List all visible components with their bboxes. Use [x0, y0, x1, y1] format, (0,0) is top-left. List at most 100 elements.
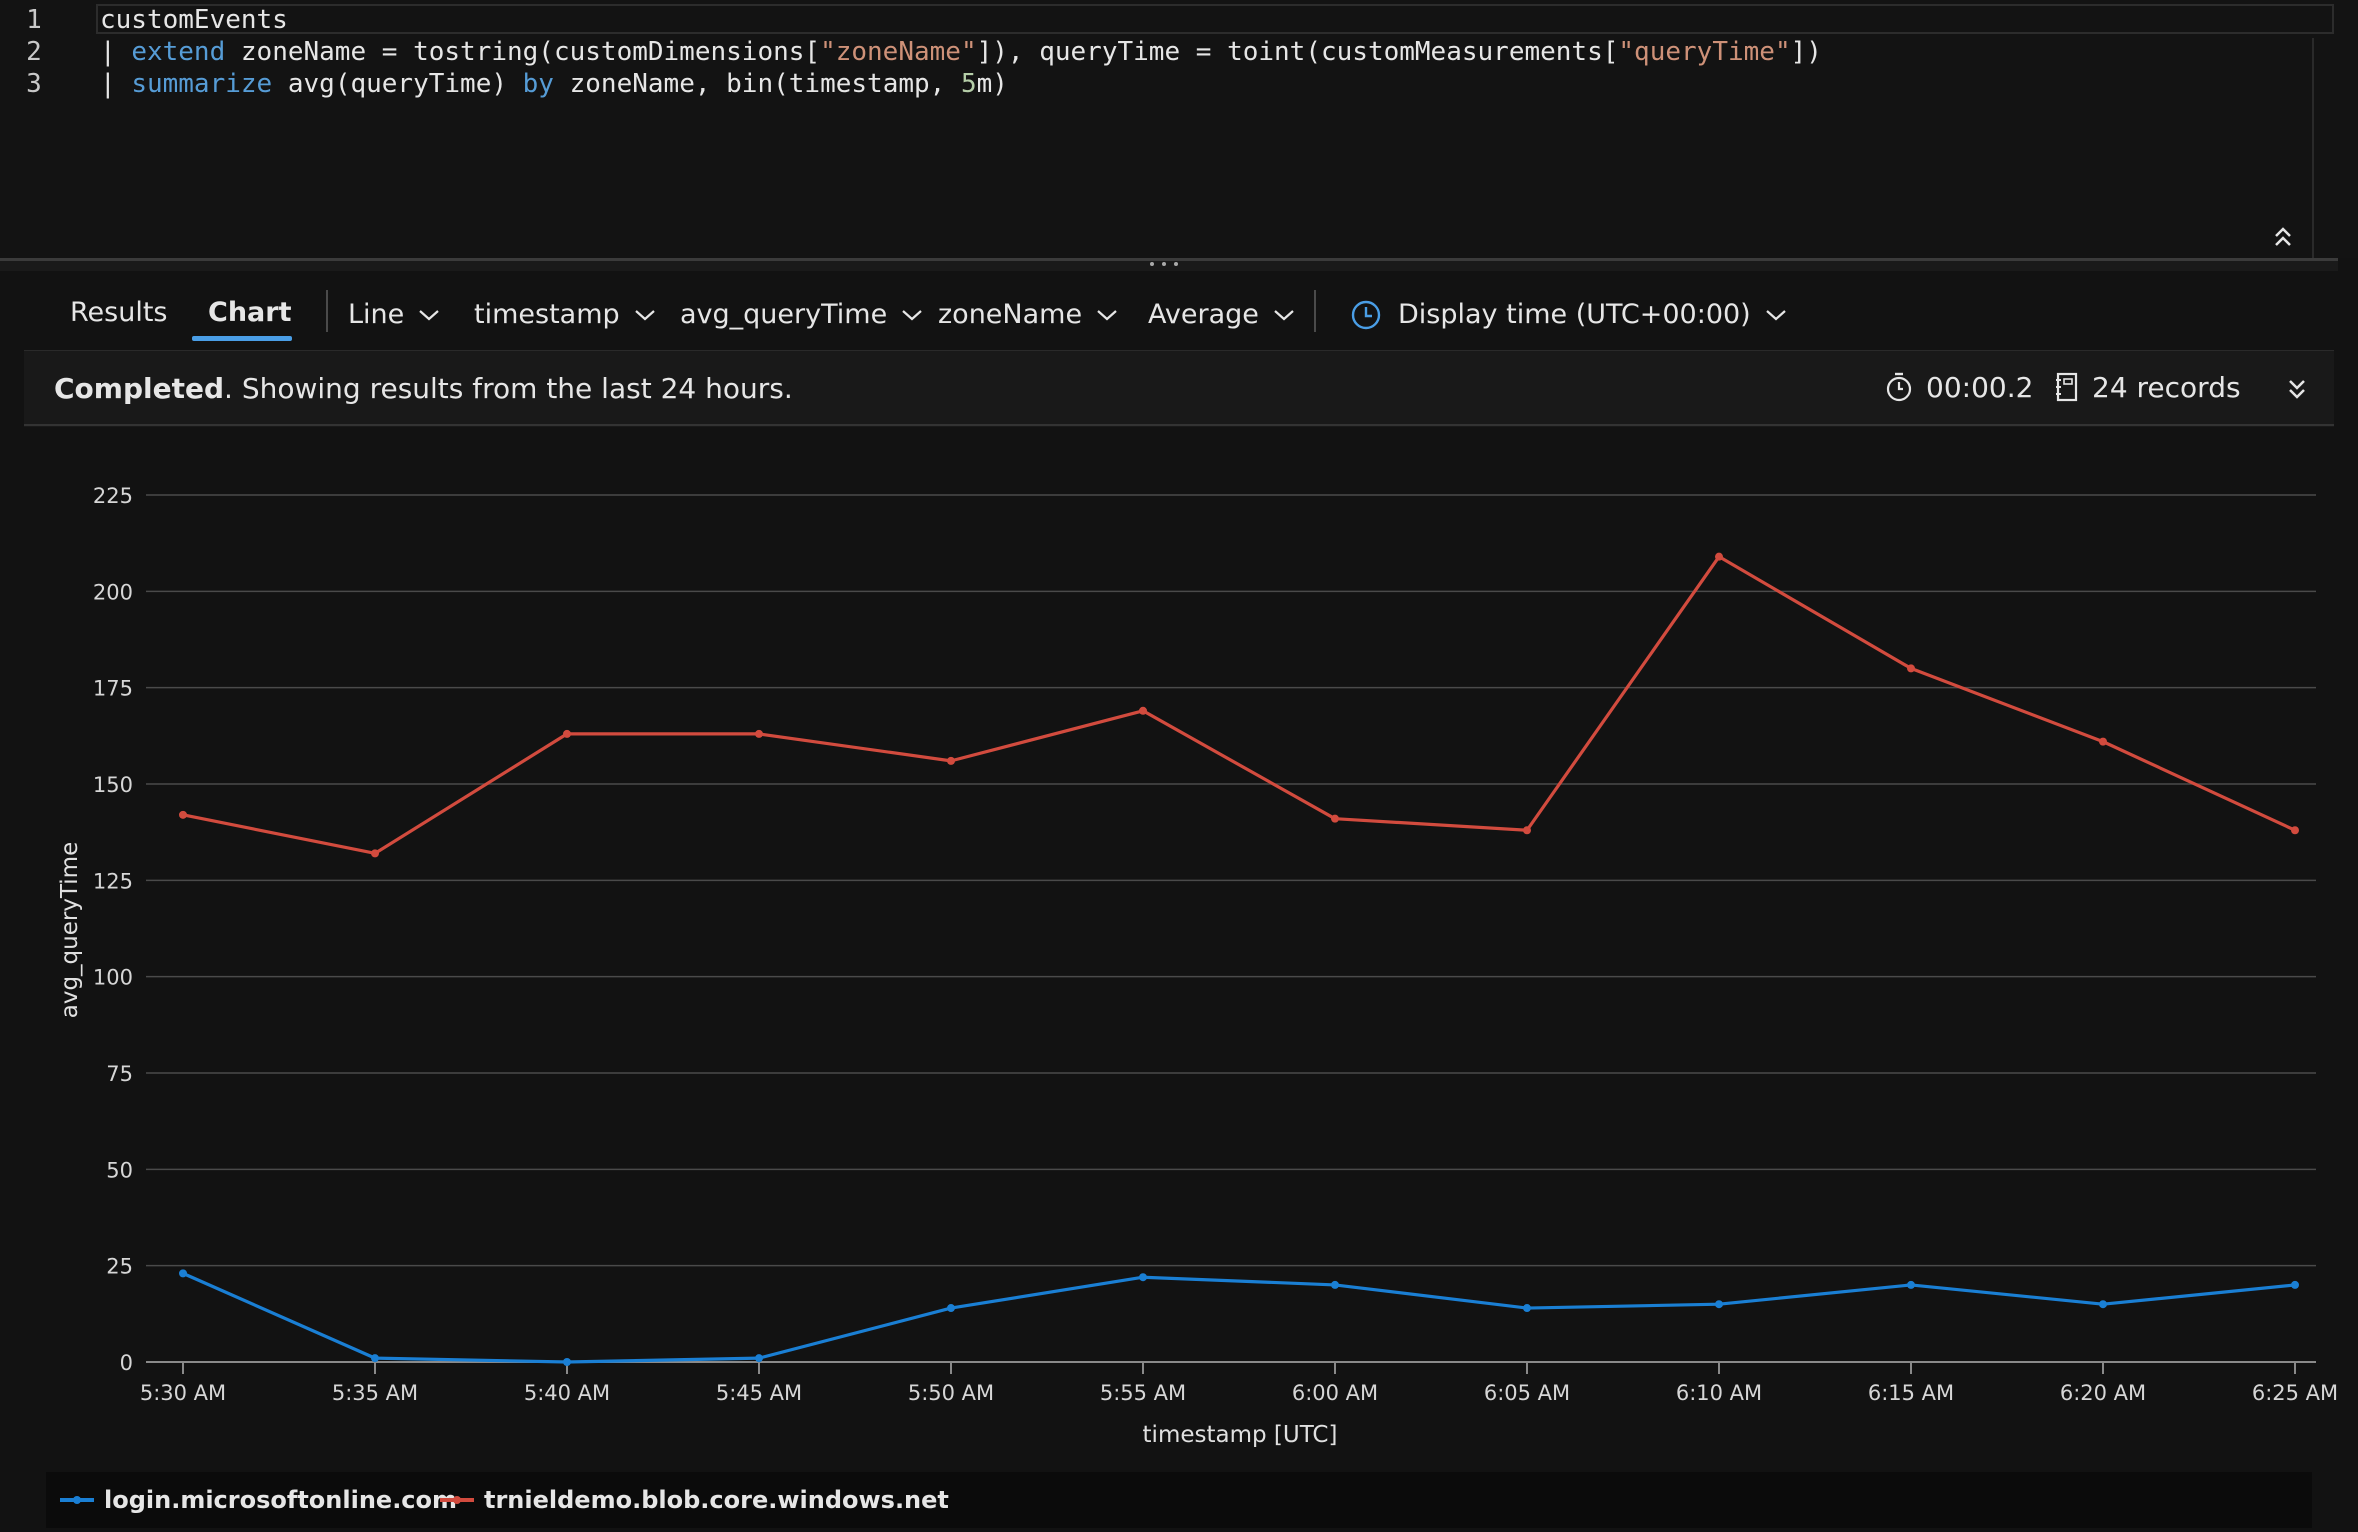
data-point[interactable] — [2099, 1300, 2107, 1309]
data-point[interactable] — [947, 756, 955, 765]
x-tick-label: 5:35 AM — [332, 1381, 418, 1405]
clock-icon — [1351, 300, 1381, 330]
x-tick-label: 6:25 AM — [2252, 1381, 2338, 1405]
y-tick-label: 150 — [93, 773, 133, 797]
x-tick-label: 5:30 AM — [140, 1381, 226, 1405]
code-token: "zoneName" — [820, 37, 977, 67]
aggregation-dropdown[interactable]: Average — [1148, 296, 1295, 334]
x-axis-ticks: 5:30 AM 5:35 AM 5:40 AM 5:45 AM 5:50 AM 5:55 … — [140, 1362, 2338, 1405]
query-status-bar: Completed. Showing results from the last… — [24, 350, 2334, 427]
data-point[interactable] — [1523, 826, 1531, 835]
data-point[interactable] — [2291, 826, 2299, 835]
chart-series[interactable] — [179, 552, 2299, 1366]
y-tick-label: 50 — [106, 1158, 133, 1182]
status-divider — [24, 424, 2334, 426]
data-point[interactable] — [371, 1354, 379, 1363]
chart-type-dropdown[interactable]: Line — [348, 296, 440, 334]
tab-results[interactable]: Results — [70, 297, 168, 328]
y-tick-label: 175 — [93, 677, 133, 701]
chevron-down-icon — [1274, 310, 1294, 321]
double-chevron-down-icon — [2289, 380, 2305, 399]
x-tick-label: 6:05 AM — [1484, 1381, 1570, 1405]
active-tab-indicator — [192, 336, 292, 341]
code-token: by — [522, 69, 554, 99]
data-point[interactable] — [1331, 814, 1339, 823]
pane-splitter[interactable] — [0, 258, 2338, 271]
chart-gridlines — [146, 494, 2316, 1363]
chart-legend: login.microsoftonline.com trnieldemo.blo… — [46, 1472, 2312, 1528]
data-point[interactable] — [1139, 706, 1147, 715]
legend-item[interactable]: login.microsoftonline.com — [60, 1484, 457, 1516]
data-point[interactable] — [2099, 737, 2107, 746]
y-tick-label: 200 — [93, 580, 133, 604]
x-tick-label: 6:10 AM — [1676, 1381, 1762, 1405]
query-duration: 00:00.2 — [1884, 367, 2033, 407]
query-editor[interactable]: 1 customEvents 2 | extend zoneName = tostri… — [0, 0, 2358, 258]
line-number: 1 — [26, 5, 42, 35]
data-point[interactable] — [1139, 1273, 1147, 1282]
legend-label: trnieldemo.blob.core.windows.net — [484, 1486, 949, 1514]
code-text[interactable]: customEvents — [100, 4, 288, 36]
y-tick-label: 0 — [120, 1351, 133, 1375]
line-number: 3 — [26, 69, 42, 99]
series-0[interactable] — [179, 1269, 2299, 1366]
stopwatch-icon — [1886, 372, 1912, 402]
data-point[interactable] — [2291, 1280, 2299, 1289]
legend-item[interactable]: trnieldemo.blob.core.windows.net — [440, 1484, 949, 1516]
data-point[interactable] — [1907, 664, 1915, 673]
code-token: zoneName, bin(timestamp, — [553, 69, 961, 99]
splitter-grip-icon[interactable] — [1150, 262, 1178, 266]
editor-scrollbar[interactable] — [2312, 38, 2314, 258]
data-point[interactable] — [1331, 1280, 1339, 1289]
record-count: 24 records — [2054, 367, 2241, 407]
data-point[interactable] — [1715, 552, 1723, 561]
y-tick-label: 225 — [93, 484, 133, 508]
data-point[interactable] — [179, 810, 187, 819]
status-completed: Completed — [54, 372, 225, 405]
data-point[interactable] — [1523, 1304, 1531, 1313]
series-line[interactable] — [182, 555, 2296, 855]
series-1[interactable] — [179, 552, 2299, 858]
x-axis-dropdown[interactable]: timestamp — [474, 296, 656, 334]
data-point[interactable] — [755, 1354, 763, 1363]
data-point[interactable] — [1715, 1300, 1723, 1309]
data-point[interactable] — [563, 1358, 571, 1366]
split-by-value: zoneName — [938, 299, 1083, 330]
legend-label: login.microsoftonline.com — [104, 1486, 458, 1514]
results-toolbar: Results Chart Line timestamp avg_queryTi… — [24, 270, 2334, 346]
series-line[interactable] — [182, 1271, 2296, 1364]
status-message: Completed. Showing results from the last… — [54, 371, 793, 407]
y-tick-label: 100 — [93, 966, 133, 990]
y-tick-label: 125 — [93, 869, 133, 893]
x-tick-label: 5:55 AM — [1100, 1381, 1186, 1405]
code-token: extend — [131, 37, 226, 67]
data-point[interactable] — [563, 729, 571, 738]
y-axis-dropdown[interactable]: avg_queryTime — [680, 296, 923, 334]
x-axis-value: timestamp — [474, 299, 620, 330]
code-text[interactable]: | extend zoneName = tostring(customDimen… — [100, 36, 1822, 68]
code-token: | — [100, 69, 132, 99]
x-axis-title: timestamp [UTC] — [1143, 1422, 1338, 1448]
display-time-dropdown[interactable]: Display time (UTC+00:00) — [1350, 296, 1787, 334]
y-tick-label: 75 — [106, 1062, 133, 1086]
chart-type-value: Line — [348, 299, 405, 330]
split-by-dropdown[interactable]: zoneName — [938, 296, 1118, 334]
data-point[interactable] — [179, 1269, 187, 1278]
expand-details-button[interactable] — [2280, 373, 2314, 405]
data-point[interactable] — [755, 729, 763, 738]
data-point[interactable] — [947, 1304, 955, 1313]
line-chart[interactable]: 0 25 50 75 100 125 150 175 200 225 5:30 AM 5:35 AM… — [0, 426, 2358, 1466]
query-duration-value: 00:00.2 — [1926, 370, 2034, 404]
data-point[interactable] — [1907, 1280, 1915, 1289]
x-tick-label: 6:00 AM — [1292, 1381, 1378, 1405]
data-point[interactable] — [371, 849, 379, 858]
y-axis-title: avg_queryTime — [57, 842, 83, 1019]
toolbar-divider — [1314, 290, 1316, 332]
legend-swatch — [60, 1496, 94, 1504]
collapse-editor-button[interactable] — [2265, 222, 2301, 252]
chevron-down-icon — [634, 310, 655, 321]
code-text[interactable]: | summarize avg(queryTime) by zoneName, … — [100, 68, 1008, 100]
x-tick-label: 5:50 AM — [908, 1381, 994, 1405]
code-token: summarize — [131, 69, 273, 99]
tab-chart[interactable]: Chart — [208, 297, 292, 328]
